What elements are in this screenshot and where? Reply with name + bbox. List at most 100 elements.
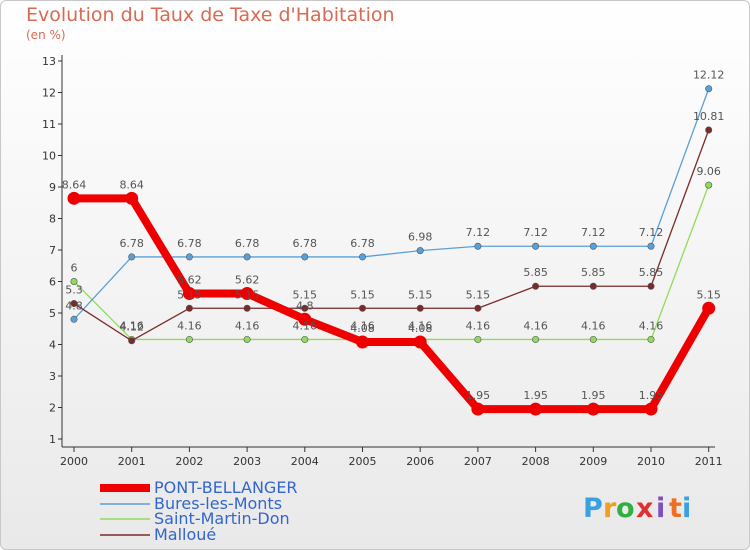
data-point	[358, 304, 366, 312]
legend-label: Malloué	[154, 525, 216, 544]
data-point	[243, 253, 251, 261]
x-tick-label: 2004	[291, 455, 319, 468]
data-point	[70, 277, 78, 285]
data-label: 1.95	[639, 389, 664, 402]
data-label: 4.16	[466, 319, 491, 332]
logo-letter: x	[636, 493, 653, 524]
data-label: 6	[71, 262, 78, 275]
data-point	[532, 242, 540, 250]
x-tick-label: 2000	[60, 455, 88, 468]
series-line-mallou-	[73, 129, 710, 342]
y-tick-label: 11	[42, 118, 56, 131]
x-tick-label: 2001	[118, 455, 146, 468]
data-point	[589, 242, 597, 250]
data-label: 6.78	[119, 237, 144, 250]
data-point	[301, 335, 309, 343]
data-label: 5.3	[65, 284, 83, 297]
data-label: 6.98	[408, 231, 433, 244]
data-point	[474, 242, 482, 250]
logo-letter: i	[682, 493, 691, 524]
legend-label: Saint-Martin-Don	[154, 509, 290, 528]
data-point	[474, 304, 482, 312]
data-point	[413, 335, 427, 349]
data-point	[532, 335, 540, 343]
data-point	[67, 191, 81, 205]
data-label: 4.16	[235, 319, 260, 332]
data-point	[298, 312, 312, 326]
y-tick-label: 1	[49, 433, 56, 446]
logo-letter: t	[669, 493, 682, 524]
data-point	[589, 335, 597, 343]
y-tick-label: 7	[49, 244, 56, 257]
data-label: 5.85	[639, 266, 664, 279]
data-point	[243, 335, 251, 343]
data-label: 7.12	[639, 226, 664, 239]
chart-subtitle: (en %)	[26, 28, 66, 42]
data-point	[185, 335, 193, 343]
data-label: 4.16	[293, 319, 318, 332]
y-tick-label: 12	[42, 87, 56, 100]
data-point	[471, 402, 485, 416]
data-point	[529, 402, 543, 416]
data-point	[532, 282, 540, 290]
legend-label: Bures-les-Monts	[154, 494, 282, 513]
data-point	[125, 191, 139, 205]
data-point	[185, 304, 193, 312]
data-point	[705, 85, 713, 93]
data-point	[586, 402, 600, 416]
data-point	[301, 253, 309, 261]
legend-label: PONT-BELLANGER	[154, 478, 298, 497]
data-label: 4.8	[65, 299, 83, 312]
data-label: 7.12	[466, 226, 491, 239]
data-label: 4.08	[408, 322, 433, 335]
data-point	[702, 301, 716, 315]
x-tick-label: 2002	[175, 455, 203, 468]
x-tick-label: 2003	[233, 455, 261, 468]
data-label: 5.15	[235, 288, 260, 301]
series-line-pont-bellanger	[74, 194, 713, 414]
data-label: 7.12	[523, 226, 548, 239]
data-label: 4.12	[119, 321, 144, 334]
data-label: 1.95	[523, 389, 548, 402]
data-label: 5.15	[696, 288, 721, 301]
data-point	[647, 242, 655, 250]
data-label: 12.12	[693, 69, 725, 82]
data-label: 4.16	[639, 319, 664, 332]
y-tick-label: 13	[42, 55, 56, 68]
x-tick-label: 2006	[406, 455, 434, 468]
data-point	[243, 304, 251, 312]
data-label: 4.16	[119, 319, 144, 332]
data-label: 4.16	[350, 319, 375, 332]
data-point	[128, 337, 136, 345]
data-label: 9.06	[696, 165, 721, 178]
y-tick-label: 2	[49, 402, 56, 415]
legend: PONT-BELLANGERBures-les-MontsSaint-Marti…	[100, 478, 298, 544]
x-tick-label: 2008	[522, 455, 550, 468]
data-point	[647, 282, 655, 290]
data-label: 4.16	[581, 319, 606, 332]
logo-letter: r	[603, 493, 617, 524]
data-point	[589, 282, 597, 290]
data-point	[182, 286, 196, 300]
data-point	[185, 253, 193, 261]
x-tick-label: 2005	[349, 455, 377, 468]
data-label: 4.16	[523, 319, 548, 332]
data-label: 4.16	[408, 319, 433, 332]
data-label: 6.78	[235, 237, 260, 250]
data-label: 6.78	[293, 237, 318, 250]
y-tick-label: 6	[49, 276, 56, 289]
y-tick-label: 9	[49, 181, 56, 194]
x-tick-label: 2009	[579, 455, 607, 468]
data-label: 6.78	[177, 237, 202, 250]
x-tick-label: 2010	[637, 455, 665, 468]
data-point	[70, 300, 78, 308]
data-point	[647, 335, 655, 343]
data-label: 5.62	[235, 273, 260, 286]
data-label: 5.62	[177, 273, 202, 286]
data-label: 8.64	[62, 178, 87, 191]
data-label: 5.15	[466, 288, 491, 301]
data-point	[474, 335, 482, 343]
data-label: 10.81	[693, 110, 725, 123]
y-tick-label: 10	[42, 150, 56, 163]
